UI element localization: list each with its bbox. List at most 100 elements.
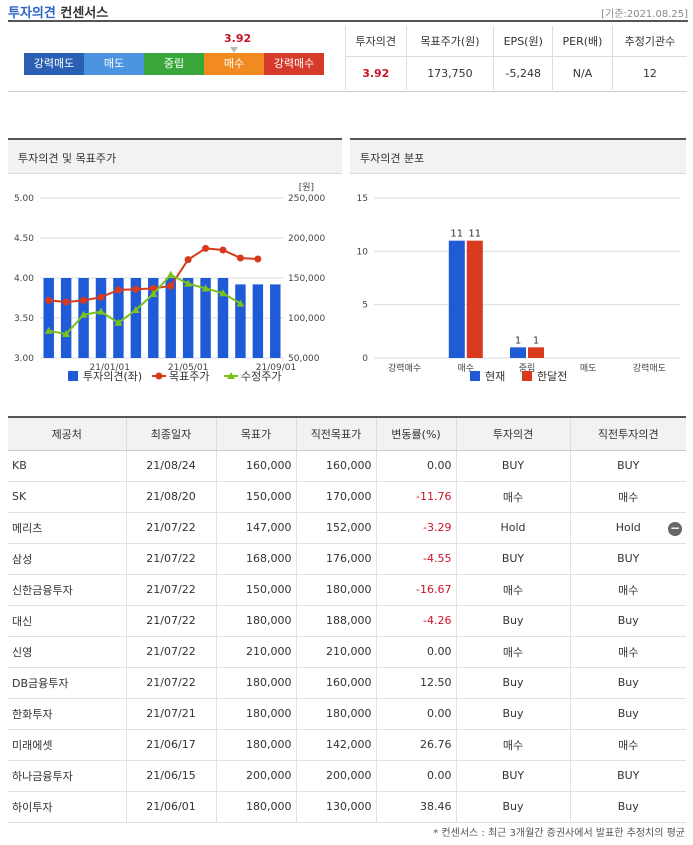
opinion-bar [235, 284, 246, 358]
table-cell: 신영 [8, 636, 126, 668]
table-cell: 매수 [569, 574, 686, 606]
target-price-point [80, 296, 88, 304]
opinion-bar [130, 278, 142, 358]
table-row: 대신 21/07/22 180,000 188,000 -4.26 Buy Buy [8, 605, 686, 637]
footnote: * 컨센서스 : 최근 3개월간 증권사에서 발표한 추정치의 평균 [433, 828, 685, 839]
legend-marker [155, 372, 163, 380]
table-row: 삼성 21/07/22 168,000 176,000 -4.55 BUY BUY [8, 543, 686, 575]
table-cell: 180,000 [215, 605, 296, 637]
table-cell: 210,000 [295, 636, 376, 668]
y-left-tick: 3.00 [14, 354, 34, 364]
opinion-bar [43, 278, 54, 358]
column-header: 제공처 [8, 418, 126, 451]
summary-value: N/A [552, 56, 613, 90]
adjusted-price-point [114, 318, 123, 326]
opinion-bar [60, 278, 72, 358]
y-left-tick: 3.50 [14, 314, 34, 324]
gauge-segment: 강력매도 [24, 53, 84, 75]
table-cell: 21/08/24 [125, 450, 216, 482]
column-header: 최종일자 [125, 418, 216, 451]
target-price-point [97, 293, 105, 301]
adjusted-price-point [166, 270, 175, 278]
table-cell: 21/07/22 [125, 543, 216, 575]
table-row: 하나금융투자 21/06/15 200,000 200,000 0.00 BUY BUY [8, 760, 686, 792]
summary-header: 추정기관수 [611, 26, 687, 57]
table-cell: 21/07/22 [125, 512, 216, 544]
table-cell: -3.29 [375, 512, 456, 544]
table-cell: 147,000 [215, 512, 296, 544]
table-cell: 38.46 [375, 791, 456, 823]
table-cell: 매수 [455, 574, 570, 606]
bar-value-label: 1 [515, 335, 521, 346]
collapse-icon[interactable]: − [668, 520, 682, 536]
table-row: 미래에셋 21/06/17 180,000 142,000 26.76 매수 매수 [8, 729, 686, 761]
table-cell: -11.76 [375, 481, 456, 513]
legend-label: 투자의견(좌) [83, 370, 142, 383]
table-cell: 160,000 [215, 450, 296, 482]
table-cell: Hold − [569, 512, 686, 544]
y-left-tick: 4.50 [14, 234, 34, 244]
adjusted-price-point [62, 330, 71, 337]
table-cell: 180,000 [295, 574, 376, 606]
adjusted-price-point [236, 299, 245, 307]
table-cell: 삼성 [8, 543, 126, 575]
gauge-segment: 중립 [144, 53, 204, 75]
table-cell: 매수 [455, 481, 570, 513]
y-left-tick: 4.00 [14, 274, 34, 284]
x-tick-label: 21/01/01 [90, 363, 130, 373]
y-right-tick: 100,000 [288, 314, 325, 324]
adjusted-price-point [79, 310, 88, 318]
opinion-price-chart-panel: 투자의견 및 목표주가 [원] 5.00 4.50 4.00 3.50 3.00 250,0… [8, 138, 342, 392]
opinion-distribution-panel: 투자의견 분포 15 10 5 0 강력매수 매수 11 11 중립 1 1 매도 강력매도 현재 한달전 [350, 138, 686, 392]
y-right-tick: 150,000 [288, 274, 325, 284]
table-cell: 210,000 [215, 636, 296, 668]
table-cell: Hold [455, 512, 570, 544]
table-cell: 0.00 [375, 760, 456, 792]
gauge-segment: 강력매수 [264, 53, 324, 75]
legend-label: 목표주가 [169, 370, 209, 383]
table-cell: BUY [455, 543, 570, 575]
legend-swatch [470, 371, 480, 381]
table-cell: Buy [455, 791, 570, 823]
table-cell: 21/07/22 [125, 605, 216, 637]
y-right-tick: 50,000 [288, 354, 320, 364]
distribution-bar [510, 347, 526, 358]
adjusted-price-point [44, 326, 53, 334]
target-price-point [254, 255, 262, 263]
target-price-point [236, 254, 244, 262]
target-price-point [184, 256, 192, 264]
table-cell: DB금융투자 [8, 667, 126, 699]
y-tick: 10 [357, 247, 369, 257]
table-cell: 매수 [569, 481, 686, 513]
opinion-bar [182, 278, 194, 358]
x-tick-label: 21/05/01 [168, 363, 208, 373]
table-cell: 0.00 [375, 698, 456, 730]
distribution-bar [466, 240, 483, 358]
y-tick: 5 [362, 301, 368, 311]
summary-header: PER(배) [552, 26, 613, 57]
opinion-bar [148, 278, 159, 358]
summary-header: EPS(원) [493, 26, 553, 57]
x-tick-label: 강력매도 [633, 362, 666, 374]
table-cell: 152,000 [295, 512, 376, 544]
table-row: SK 21/08/20 150,000 170,000 -11.76 매수 매수 [8, 481, 686, 513]
table-cell: 매수 [569, 636, 686, 668]
summary-header: 투자의견 [345, 26, 407, 57]
table-row: DB금융투자 21/07/22 180,000 160,000 12.50 Buy Buy [8, 667, 686, 699]
consensus-summary: 투자의견 목표주가(원) EPS(원) PER(배) 추정기관수 3.92 173,750… [345, 26, 687, 92]
table-row: KB 21/08/24 160,000 160,000 0.00 BUY BUY [8, 450, 686, 482]
y-tick: 15 [357, 194, 368, 204]
y-right-tick: 200,000 [288, 234, 325, 244]
distribution-bar [448, 240, 465, 358]
column-header: 직전투자의견 [569, 418, 686, 451]
adjusted-price-point [184, 279, 193, 287]
table-cell: 150,000 [215, 481, 296, 513]
table-cell: 21/07/22 [125, 574, 216, 606]
summary-header: 목표주가(원) [405, 26, 494, 57]
table-cell: 21/07/21 [125, 698, 216, 730]
table-cell: 130,000 [295, 791, 376, 823]
opinion-bar [217, 278, 229, 358]
legend-label: 현재 [485, 370, 505, 383]
legend-label: 한달전 [537, 370, 567, 383]
table-cell: Buy [569, 605, 686, 637]
